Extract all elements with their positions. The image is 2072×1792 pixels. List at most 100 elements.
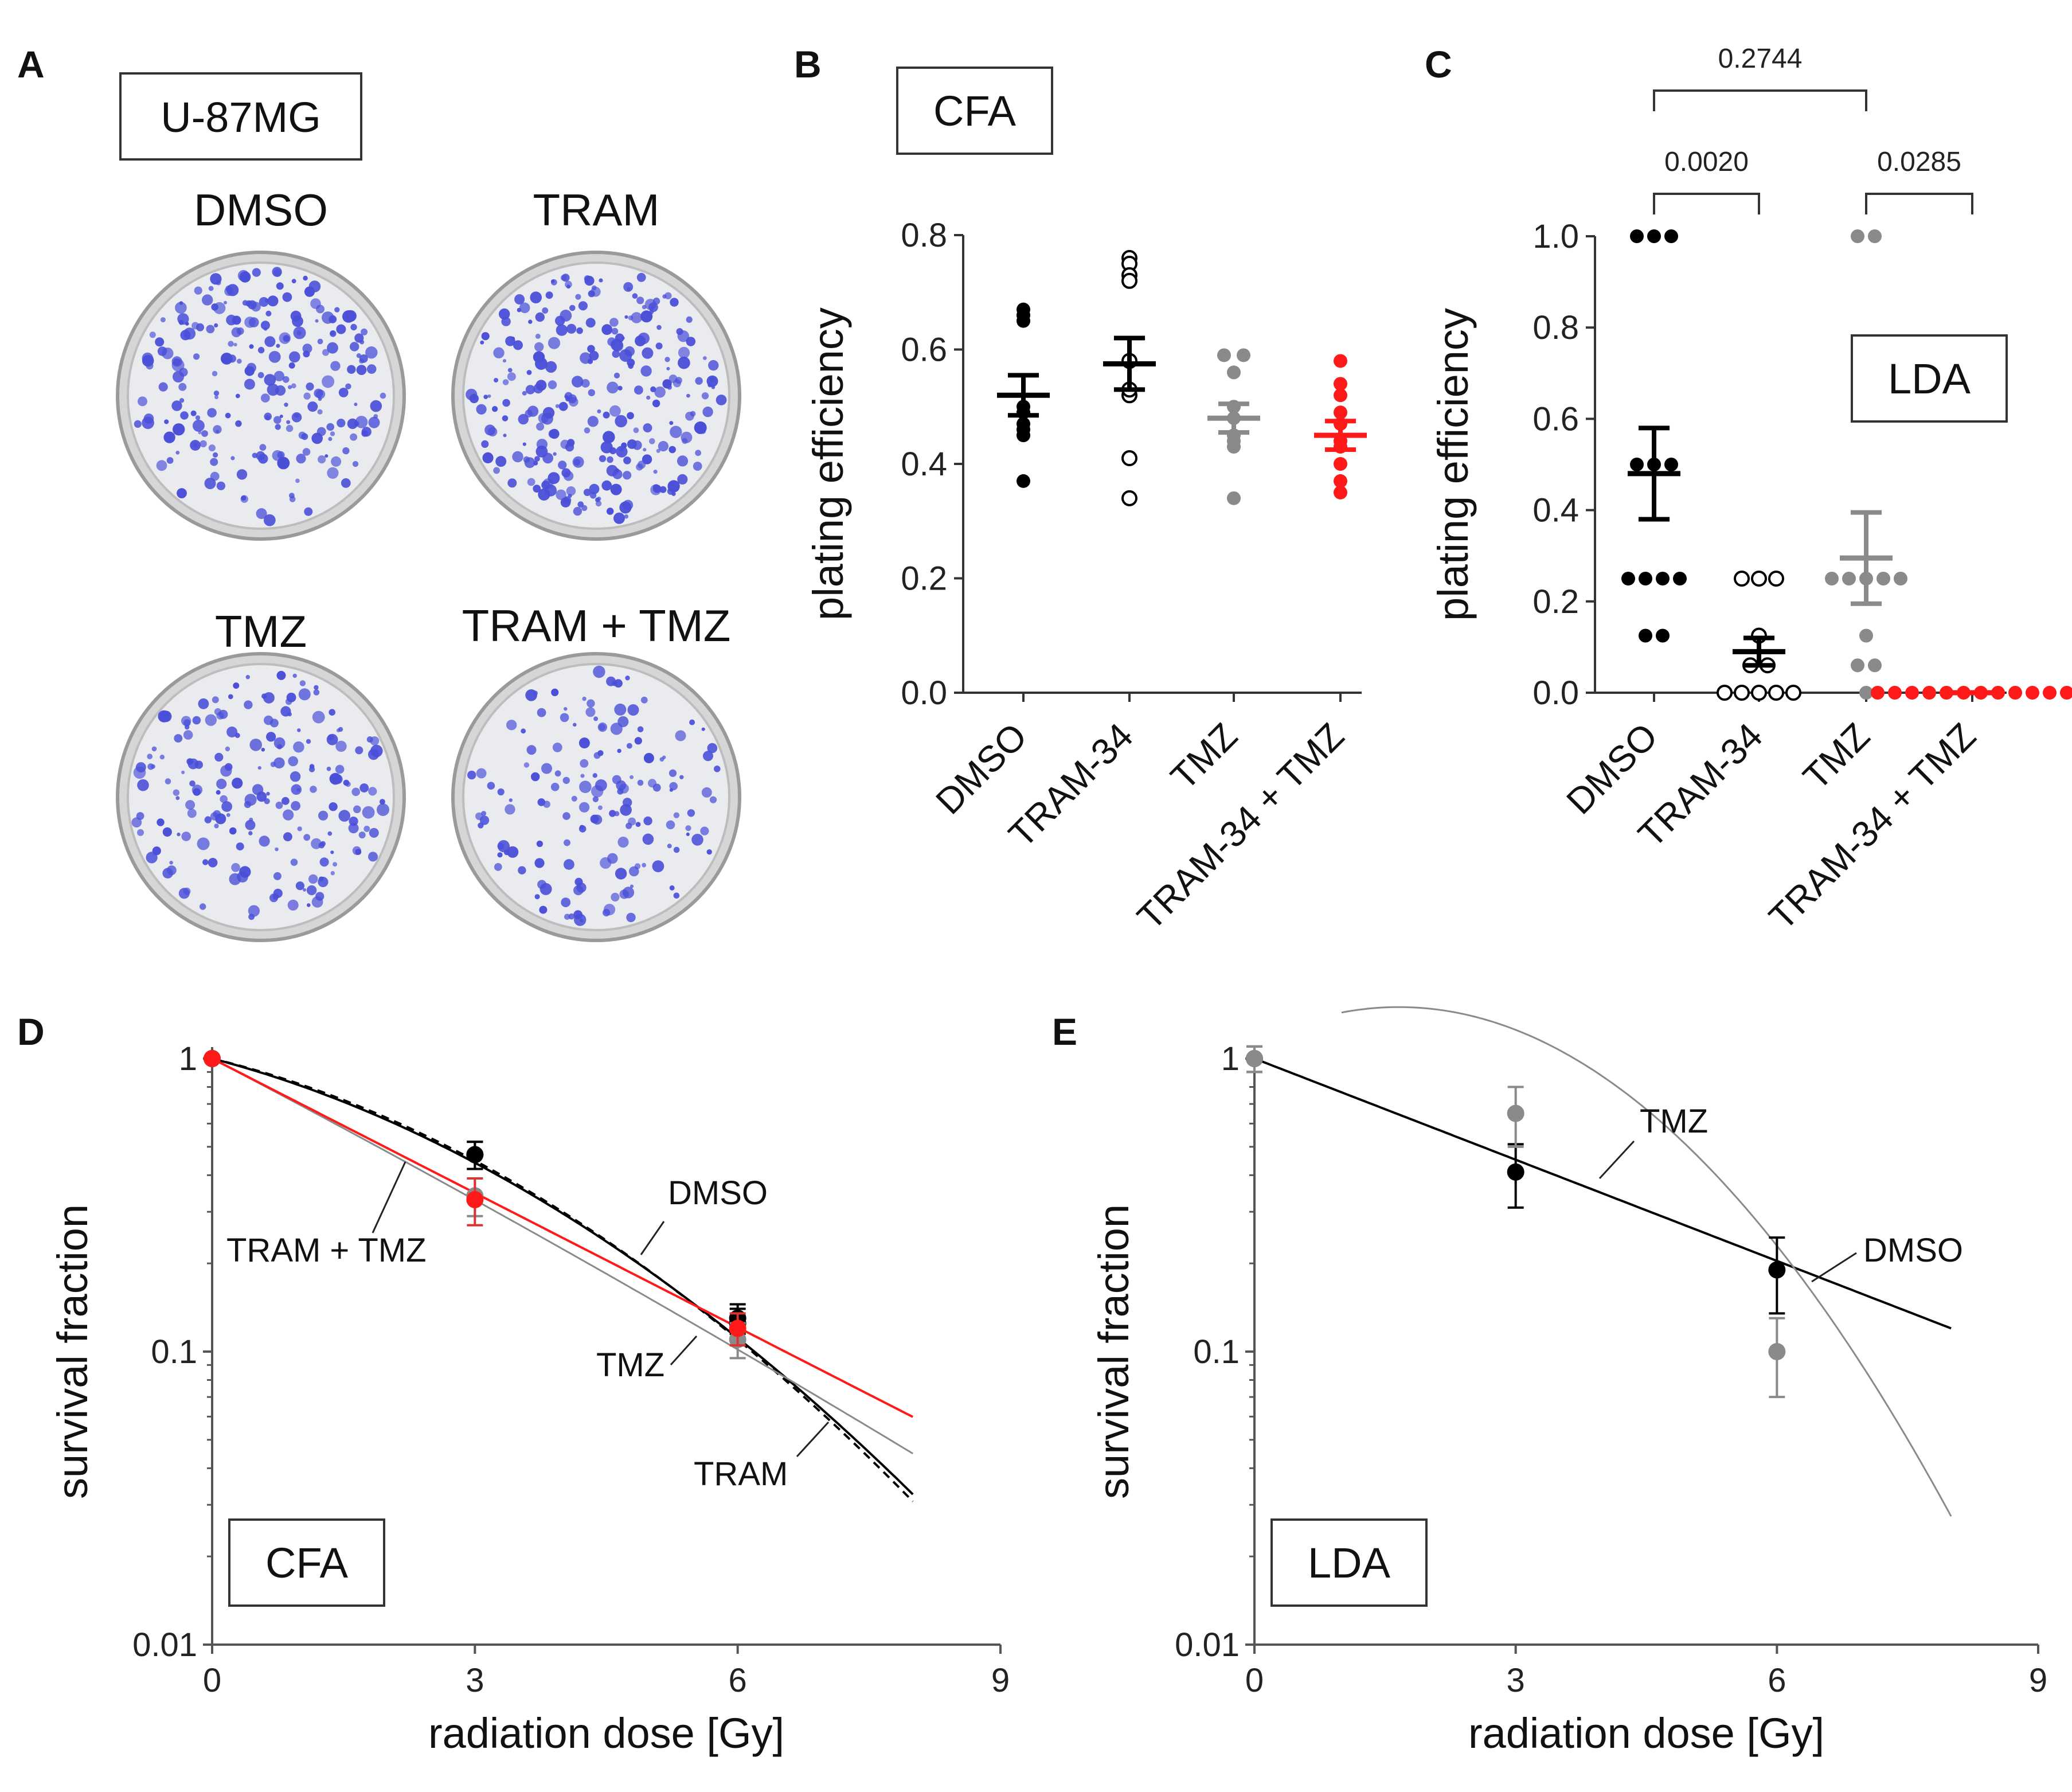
- colony: [380, 392, 386, 399]
- colony: [535, 380, 547, 391]
- colony: [312, 710, 325, 724]
- colony: [327, 831, 333, 836]
- colony: [666, 366, 670, 370]
- colony: [534, 456, 540, 462]
- colony: [257, 766, 261, 770]
- colony: [558, 401, 568, 411]
- data-point: [1017, 308, 1030, 322]
- annotation-leader: [670, 1335, 698, 1366]
- data-point: [1768, 571, 1784, 587]
- colony: [261, 748, 265, 752]
- colony: [624, 315, 628, 319]
- colony: [534, 858, 545, 868]
- colony: [256, 508, 267, 520]
- colony: [507, 368, 513, 373]
- colony: [673, 846, 680, 853]
- colony: [213, 425, 222, 434]
- colony: [536, 423, 545, 431]
- colony: [294, 413, 298, 417]
- colony: [708, 360, 719, 371]
- colony: [257, 372, 264, 378]
- colony: [711, 385, 716, 389]
- data-point: [1121, 272, 1137, 289]
- colony: [338, 388, 349, 397]
- colony: [266, 791, 270, 796]
- colony: [580, 919, 584, 923]
- colony: [513, 340, 523, 350]
- colony: [549, 428, 560, 439]
- colony: [208, 286, 214, 291]
- data-point: [1227, 365, 1241, 380]
- colony: [603, 411, 610, 419]
- colony: [609, 318, 619, 327]
- colony: [502, 379, 509, 385]
- colony: [693, 462, 702, 471]
- colony: [135, 762, 146, 773]
- colony: [173, 423, 185, 436]
- colony: [365, 346, 378, 359]
- colony: [612, 350, 620, 358]
- colony: [204, 816, 212, 823]
- data-point: [1922, 686, 1936, 700]
- colony: [466, 388, 478, 401]
- colony: [585, 707, 596, 717]
- x-tick-label: TMZ: [1163, 715, 1245, 798]
- data-point: [1751, 685, 1767, 701]
- colony: [265, 415, 271, 420]
- colony: [216, 790, 221, 795]
- colony: [226, 813, 230, 817]
- colony: [185, 800, 196, 810]
- data-point: [1888, 686, 1902, 700]
- colony: [237, 270, 249, 282]
- colony: [158, 382, 168, 392]
- x-tick-label: 6: [729, 1662, 747, 1699]
- colony: [518, 866, 526, 874]
- colony: [562, 812, 570, 820]
- colony: [685, 825, 691, 831]
- colony: [299, 680, 306, 686]
- colony: [615, 415, 627, 428]
- y-axis-label: plating efficiency: [1429, 308, 1477, 621]
- colony: [137, 779, 149, 791]
- curve-label: TMZ: [596, 1346, 664, 1384]
- colony: [523, 762, 530, 768]
- colony: [589, 350, 599, 361]
- colony: [286, 692, 296, 702]
- colony: [314, 685, 319, 690]
- colony: [656, 448, 660, 453]
- colony: [306, 739, 311, 744]
- colony: [601, 324, 613, 335]
- colony: [336, 324, 346, 334]
- colony: [291, 412, 302, 423]
- colony: [224, 300, 227, 304]
- colony: [566, 439, 575, 447]
- colony: [502, 399, 510, 407]
- x-tick-label: 6: [1768, 1662, 1786, 1699]
- colony: [351, 787, 360, 797]
- colony: [467, 770, 476, 780]
- colony: [244, 794, 257, 806]
- colony: [316, 427, 326, 436]
- colony: [593, 752, 601, 759]
- data-point: [1842, 572, 1856, 585]
- x-tick-label: DMSO: [1558, 715, 1666, 822]
- colony: [308, 874, 318, 884]
- colony: [282, 797, 290, 805]
- colony: [533, 690, 538, 696]
- colony: [601, 480, 612, 491]
- colony: [686, 316, 693, 323]
- colony: [588, 389, 596, 396]
- colony: [643, 423, 652, 433]
- data-point: [1334, 457, 1347, 471]
- colony: [610, 483, 622, 495]
- petri-dish: [451, 251, 741, 541]
- colony: [528, 319, 533, 324]
- y-tick-label: 0.1: [1193, 1333, 1240, 1371]
- data-point: [1334, 405, 1347, 420]
- colony: [286, 424, 294, 432]
- colony: [679, 775, 684, 780]
- colony: [539, 905, 548, 914]
- colony: [228, 694, 233, 700]
- colony: [330, 361, 341, 371]
- colonies: [131, 670, 389, 920]
